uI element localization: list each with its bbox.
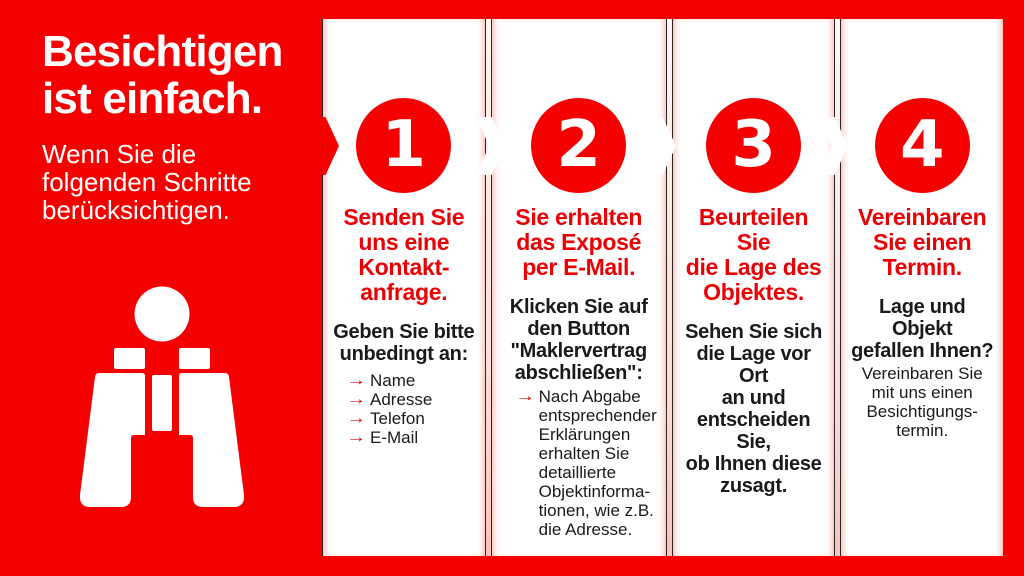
list-item: → Adresse	[346, 390, 476, 409]
step-body-bold: Sehen Sie sich die Lage vor Ort an und e…	[685, 321, 823, 497]
list-item-label: Name	[370, 371, 416, 390]
list-item: → Name	[346, 371, 476, 390]
step-number: 3	[731, 108, 776, 182]
list-item: → E-Mail	[346, 428, 476, 447]
step-detail-text: Nach Abgabe entsprechender Erklärungen e…	[538, 387, 657, 539]
step-number-badge: 3	[706, 98, 802, 193]
step-subheading: Lage und Objekt gefallen Ihnen?	[851, 296, 994, 362]
steps-strip: 1 Senden Sie uns eine Kontakt- anfrage. …	[311, 19, 1004, 556]
step-number-badge: 2	[531, 98, 627, 193]
arrow-icon: →	[346, 372, 366, 389]
arrow-icon: →	[346, 410, 366, 427]
step-number: 2	[556, 108, 601, 182]
binoculars-icon	[78, 285, 246, 510]
step-subheading: Klicken Sie auf den Button "Maklervertra…	[509, 296, 648, 384]
step-card-2: 2 Sie erhalten das Exposé per E-Mail. Kl…	[490, 19, 667, 556]
arrow-icon: →	[514, 388, 535, 405]
step-number-badge: 4	[874, 98, 970, 193]
intro-subtitle: Wenn Sie die folgenden Schritte berücksi…	[42, 139, 252, 225]
list-item-label: Telefon	[370, 409, 425, 428]
step-detail-text: Vereinbaren Sie mit uns einen Besichtigu…	[861, 364, 983, 440]
step-card-3: 3 Beurteilen Sie die Lage des Objektes. …	[671, 19, 836, 556]
step-card-1: 1 Senden Sie uns eine Kontakt- anfrage. …	[322, 19, 486, 556]
list-item: → Telefon	[346, 409, 476, 428]
page-title: Besichtigen ist einfach.	[42, 27, 283, 123]
step-subheading: Geben Sie bitte unbedingt an:	[333, 321, 475, 365]
step-heading: Senden Sie uns eine Kontakt- anfrage.	[343, 204, 465, 305]
step-number: 1	[381, 108, 427, 182]
step-heading: Vereinbaren Sie einen Termin.	[858, 204, 987, 280]
step-checklist: → Name → Adresse → Telefon → E-Mail	[332, 371, 476, 447]
arrow-icon: →	[346, 429, 366, 446]
step-detail-item: → Nach Abgabe entsprechender Erklärungen…	[501, 387, 657, 539]
intro-panel: Besichtigen ist einfach. Wenn Sie die fo…	[0, 0, 322, 576]
step-heading: Sie erhalten das Exposé per E-Mail.	[515, 204, 643, 280]
arrow-icon: →	[346, 391, 366, 408]
step-number-badge: 1	[356, 98, 452, 193]
list-item-label: E-Mail	[370, 428, 419, 447]
list-item-label: Adresse	[370, 390, 433, 409]
step-number: 4	[899, 108, 945, 182]
step-heading: Beurteilen Sie die Lage des Objektes.	[685, 204, 822, 305]
step-card-4: 4 Vereinbaren Sie einen Termin. Lage und…	[840, 19, 1004, 556]
